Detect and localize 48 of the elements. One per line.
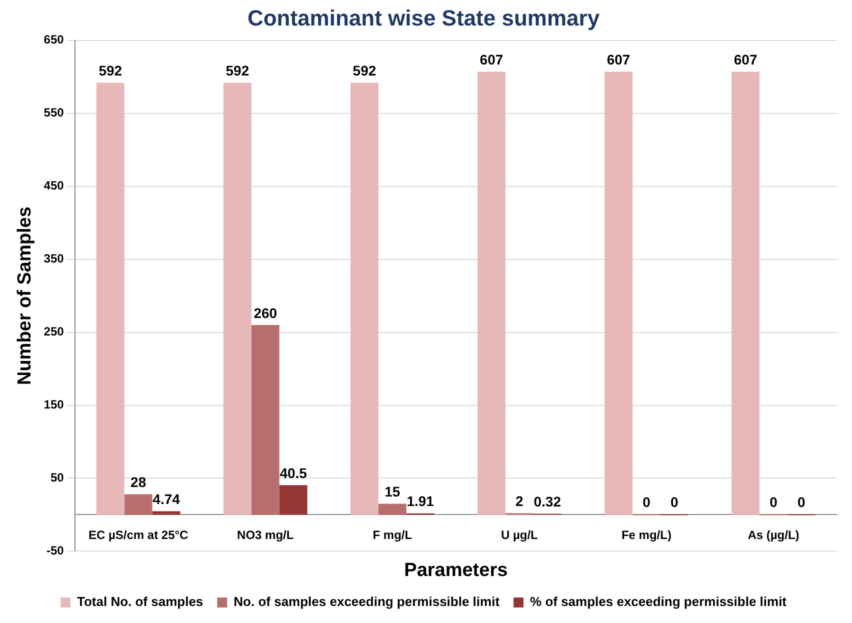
data-label: 592: [226, 62, 250, 79]
data-label: 4.74: [152, 491, 180, 508]
y-tick-label: 150: [44, 398, 64, 412]
y-tick-label: 450: [44, 178, 64, 193]
data-label: 260: [254, 304, 278, 321]
data-label: 0: [670, 494, 679, 510]
bar: [223, 82, 252, 515]
legend-label: Total No. of samples: [76, 594, 204, 610]
data-label: 592: [98, 62, 122, 79]
data-label: 607: [734, 52, 758, 68]
x-tick-label: F mg/L: [372, 528, 412, 542]
y-axis-title: Number of Samples: [14, 206, 36, 386]
data-label: 1.91: [406, 493, 434, 510]
data-label: 607: [480, 52, 504, 68]
bar: [732, 72, 760, 515]
data-label: 15: [384, 484, 400, 500]
data-label: 40.5: [280, 465, 308, 482]
x-tick-label: As (µg/L): [748, 528, 800, 542]
data-label: 592: [352, 62, 376, 79]
y-tick-label: 250: [44, 324, 64, 339]
bar: [124, 494, 152, 515]
data-label: 2: [516, 493, 524, 510]
bar: [279, 485, 308, 515]
bar: [604, 72, 632, 515]
bar: [478, 72, 506, 515]
bar: [350, 82, 378, 515]
bar: [96, 82, 124, 515]
legend-label: No. of samples exceeding permissible limit: [234, 594, 500, 610]
y-tick-label: 50: [50, 470, 64, 485]
y-tick-label: 650: [44, 32, 64, 47]
x-tick-label: U µg/L: [500, 528, 538, 542]
x-tick-label: NO3 mg/L: [237, 528, 294, 542]
legend-label: % of samples exceeding permissible limit: [530, 594, 788, 610]
data-label: 0: [642, 494, 651, 510]
x-tick-label: EC µS/cm at 25°C: [88, 528, 189, 542]
data-label: 28: [130, 474, 146, 490]
x-tick-label: Fe mg/L): [621, 528, 672, 542]
data-label: 607: [606, 52, 630, 68]
y-tick-label: 350: [44, 252, 64, 266]
chart-title: Contaminant wise State summary: [247, 5, 600, 30]
data-label: 0: [798, 494, 806, 510]
bar: [251, 324, 280, 515]
data-label: 0.32: [534, 494, 562, 510]
data-label: 0: [770, 494, 778, 510]
bar: [378, 504, 406, 515]
x-axis-title: Parameters: [404, 560, 508, 581]
y-tick-label: -50: [46, 544, 64, 558]
y-tick-label: 550: [44, 106, 64, 120]
